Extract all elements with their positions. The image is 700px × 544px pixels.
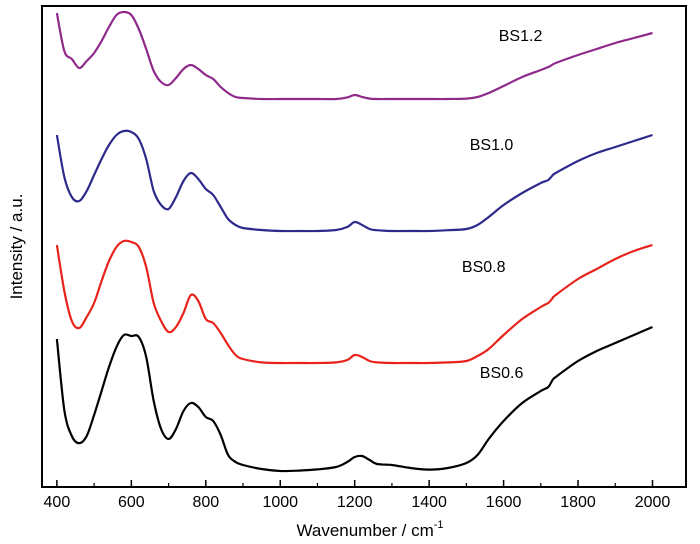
series-line-bs0-8	[55, 239, 653, 365]
series-label-layer: BS0.6 BS0.8 BS1.0 BS1.2	[462, 28, 543, 382]
series-layer	[55, 10, 653, 473]
x-tick-label: 1400	[411, 494, 447, 511]
x-tick-label: 1600	[486, 494, 522, 511]
x-tick-label: 2000	[635, 494, 671, 511]
x-tick-label: 600	[118, 494, 145, 511]
x-tick-label: 800	[192, 494, 219, 511]
series-label-bs0-6: BS0.6	[480, 365, 524, 382]
plot-area	[41, 5, 687, 488]
series-line-bs1-2	[55, 10, 653, 101]
x-tick-label: 400	[44, 494, 71, 511]
y-axis-title: Intensity / a.u.	[7, 194, 26, 300]
x-axis-title: Wavenumber / cm-1	[296, 519, 443, 540]
x-axis-title-superscript: -1	[434, 519, 444, 531]
x-tick-label: 1000	[262, 494, 298, 511]
series-label-bs0-8: BS0.8	[462, 259, 506, 276]
x-tick-label: 1800	[560, 494, 596, 511]
series-line-bs1-0	[55, 129, 653, 233]
x-axis-title-text: Wavenumber / cm	[296, 521, 433, 540]
x-tick-label: 1200	[337, 494, 373, 511]
axes-frame	[41, 5, 687, 488]
series-label-bs1-0: BS1.0	[470, 137, 514, 154]
series-line-bs0-6	[55, 325, 653, 473]
x-axis-ticks: 400 600 800 1000 1200 1400 1600 1800 2000	[44, 480, 671, 511]
series-label-bs1-2: BS1.2	[499, 28, 543, 45]
